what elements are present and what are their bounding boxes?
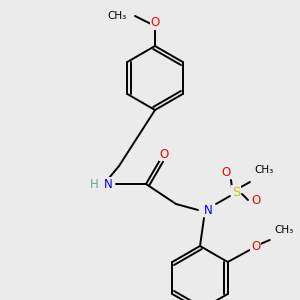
Text: S: S: [232, 185, 240, 199]
Text: O: O: [221, 166, 231, 178]
Text: N: N: [204, 203, 212, 217]
Text: H: H: [90, 178, 98, 190]
Text: O: O: [159, 148, 169, 160]
Text: CH₃: CH₃: [254, 165, 274, 175]
Text: CH₃: CH₃: [274, 225, 293, 235]
Text: N: N: [103, 178, 112, 190]
Text: CH₃: CH₃: [108, 11, 127, 21]
Text: O: O: [251, 194, 261, 206]
Text: O: O: [150, 16, 160, 29]
Text: O: O: [251, 239, 260, 253]
